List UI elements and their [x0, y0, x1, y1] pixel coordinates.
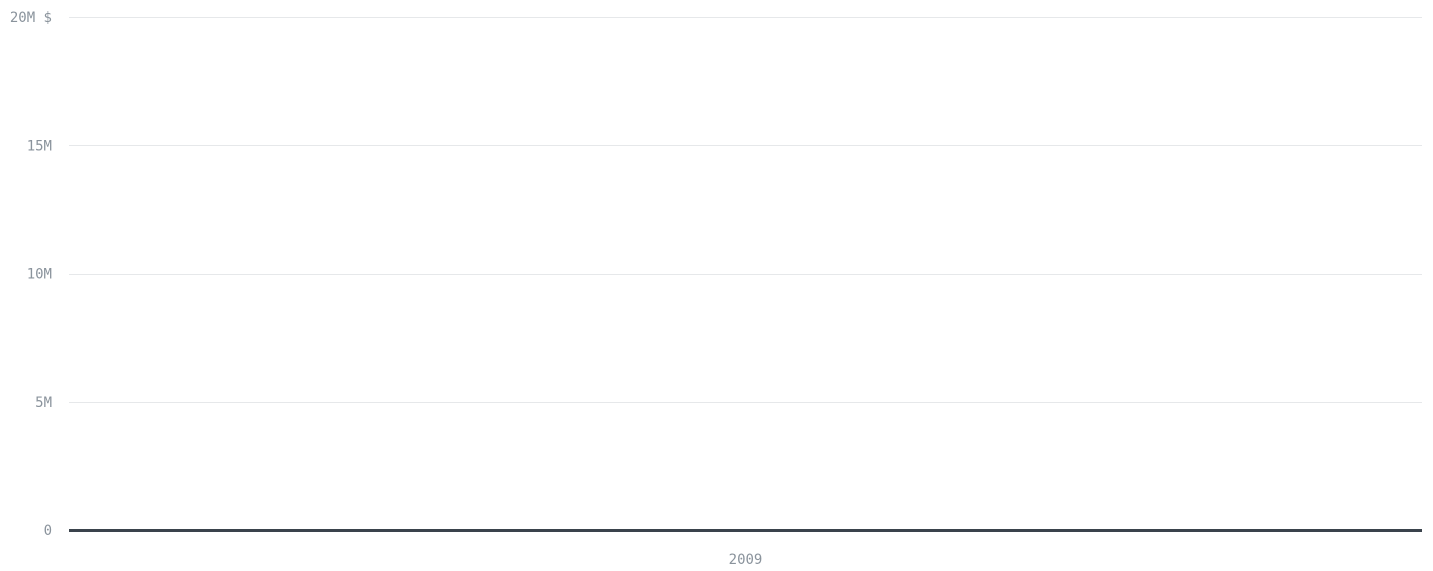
y-tick-label: 15M — [27, 138, 52, 154]
y-tick-label: 20M $ — [10, 10, 52, 26]
y-tick-label: 5M — [35, 395, 52, 411]
y-axis-tick-labels: 0 5M 10M 15M 20M $ — [10, 10, 52, 539]
y-tick-label: 10M — [27, 267, 52, 283]
x-axis-tick-labels: 2009 — [729, 552, 763, 568]
x-tick-label: 2009 — [729, 552, 763, 568]
grid-lines — [69, 17, 1422, 403]
y-tick-label: 0 — [44, 523, 52, 539]
